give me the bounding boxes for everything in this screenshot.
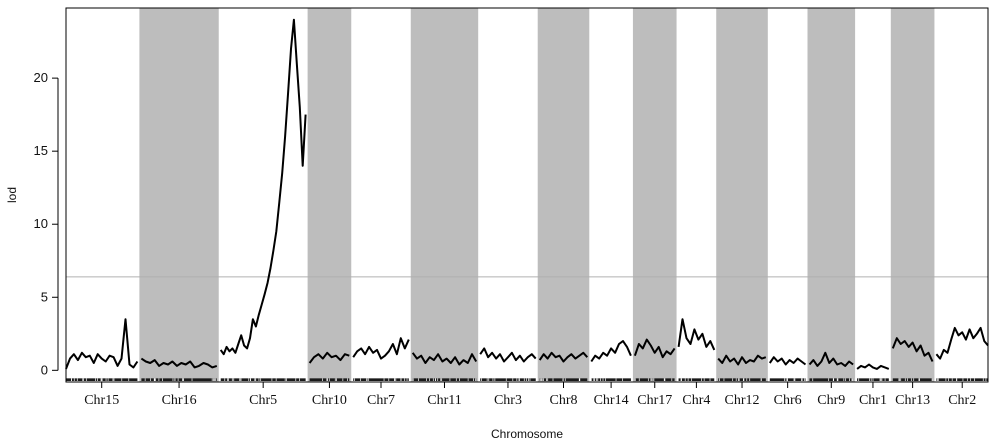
band-chr9	[807, 8, 856, 382]
y-tick-label: 10	[34, 216, 48, 231]
rug-chr9	[809, 378, 854, 381]
x-tick-label-chr3: Chr3	[494, 393, 522, 408]
lod-line-chr13	[891, 337, 934, 362]
rug-chr11	[412, 378, 477, 381]
x-tick-label-chr16: Chr16	[162, 393, 197, 408]
lod-line-chr15	[65, 318, 139, 370]
y-axis-title: lod	[5, 187, 19, 203]
x-tick-label-chr2: Chr2	[948, 393, 976, 408]
x-tick-label-chr6: Chr6	[774, 393, 802, 408]
band-chr10	[307, 8, 352, 382]
y-tick-label: 15	[34, 143, 48, 158]
band-chr13	[890, 8, 935, 382]
lod-line-chr17	[633, 338, 676, 359]
rug-chr14	[591, 378, 631, 381]
x-tick-label-chr9: Chr9	[817, 393, 845, 408]
x-tick-label-chr11: Chr11	[427, 393, 461, 408]
marker-rug	[66, 378, 988, 381]
x-tick-label-chr17: Chr17	[637, 393, 672, 408]
rug-chr2	[936, 378, 988, 381]
rug-chr3	[480, 378, 536, 381]
lod-line-chr6	[768, 356, 807, 366]
lod-line-chr8	[538, 351, 589, 363]
lod-line-chr12	[717, 354, 767, 366]
x-tick-label-chr10: Chr10	[312, 393, 347, 408]
chromosome-bands	[139, 8, 935, 382]
lod-line-chr10	[308, 351, 350, 364]
band-chr17	[632, 8, 677, 382]
x-tick-label-chr1: Chr1	[859, 393, 887, 408]
rug-chr12	[718, 378, 766, 381]
band-chr16	[139, 8, 219, 382]
x-tick-label-chr5: Chr5	[249, 393, 277, 408]
x-tick-label-chr13: Chr13	[895, 393, 930, 408]
rug-chr4	[678, 378, 715, 381]
plot-frame	[65, 7, 989, 383]
band-chr12	[716, 8, 768, 382]
band-chr8	[537, 8, 590, 382]
rug-chr16	[141, 378, 217, 381]
y-tick-label: 0	[41, 362, 48, 377]
lod-line-chr5	[219, 18, 307, 356]
lod-line-chr1	[856, 363, 890, 370]
x-tick-label-chr14: Chr14	[594, 393, 629, 408]
x-tick-label-chr7: Chr7	[367, 393, 395, 408]
lod-line-chr16	[140, 357, 218, 369]
lod-line-chr9	[808, 351, 854, 367]
x-tick-label-chr12: Chr12	[725, 393, 760, 408]
x-tick-label-chr4: Chr4	[682, 393, 710, 408]
x-axis: Chr15 Chr16 Chr5 Chr10 Chr7 Chr11 Chr3 Chr8 Chr1…	[84, 382, 976, 408]
x-tick-label-chr8: Chr8	[549, 393, 577, 408]
rug-chr7	[353, 378, 409, 381]
lod-line-chr14	[590, 340, 632, 363]
x-axis-title: Chromosome	[491, 427, 563, 441]
rug-chr13	[892, 378, 933, 381]
lod-line-chr11	[411, 352, 478, 366]
band-chr11	[410, 8, 479, 382]
y-tick-label: 20	[34, 70, 48, 85]
y-axis: 0 5 10 15 20	[34, 70, 59, 377]
lod-line-chr3	[479, 347, 537, 363]
lod-line-chr4	[677, 318, 716, 351]
y-tick-label: 5	[41, 289, 48, 304]
lod-series-lines	[65, 18, 989, 370]
lod-line-chr2	[935, 326, 989, 360]
rug-chr5	[220, 378, 306, 381]
x-tick-label-chr15: Chr15	[84, 393, 119, 408]
rug-chr17	[634, 378, 675, 381]
lod-line-chr7	[352, 337, 410, 360]
